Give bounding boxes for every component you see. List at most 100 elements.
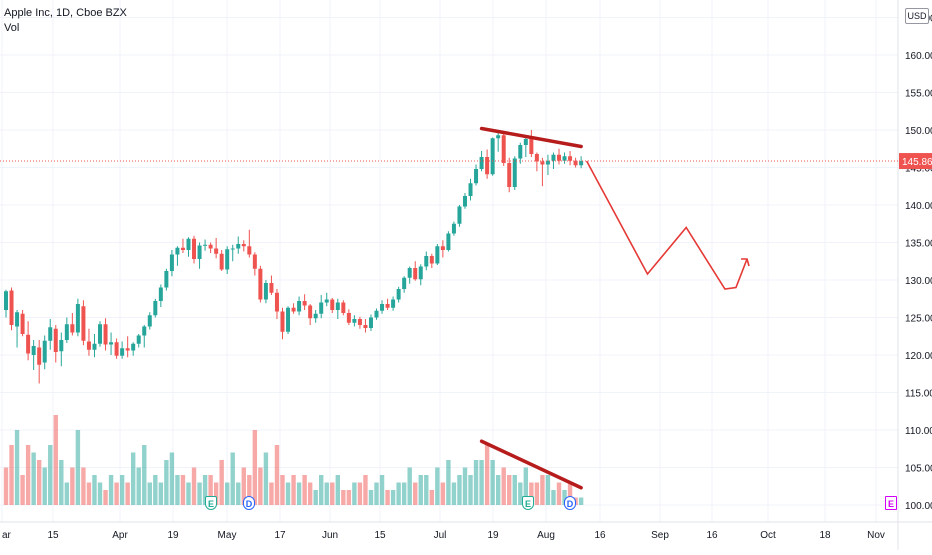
- dividend-marker-august[interactable]: D: [564, 496, 576, 510]
- volume-bar: [507, 475, 512, 505]
- dividend-marker-may[interactable]: D: [243, 496, 255, 510]
- time-tick-label: Jul: [434, 530, 447, 541]
- candle-body: [429, 256, 434, 264]
- candle-body: [280, 311, 285, 332]
- candle-body: [440, 246, 445, 250]
- time-tick-label: 16: [594, 530, 606, 541]
- candle-body: [573, 160, 578, 166]
- candle-body: [175, 247, 180, 255]
- time-tick-label: Aug: [537, 530, 555, 541]
- candle-body: [241, 244, 246, 247]
- time-tick-label: Nov: [867, 530, 885, 541]
- earnings-marker-future[interactable]: E: [885, 496, 897, 510]
- earnings-marker-july[interactable]: E: [522, 496, 534, 510]
- candle-body: [319, 302, 324, 314]
- candle-body: [274, 292, 279, 312]
- grid-lines: [0, 0, 898, 522]
- currency-button[interactable]: USD: [905, 8, 929, 24]
- volume-bar: [296, 482, 302, 505]
- volume-bar: [413, 482, 418, 505]
- volume-bar: [25, 445, 31, 505]
- volume-bar: [551, 490, 556, 505]
- volume-bar: [230, 452, 235, 505]
- candle-body: [48, 327, 53, 341]
- volume-bar: [3, 467, 9, 505]
- volume-bar: [241, 467, 246, 505]
- volume-bar: [92, 475, 97, 505]
- candle-body: [192, 238, 197, 259]
- symbol-title[interactable]: Apple Inc, 1D, Cboe BZX: [4, 7, 127, 19]
- time-tick-label: Jun: [322, 530, 338, 541]
- candle-body: [26, 334, 31, 354]
- volume-bar: [202, 475, 208, 505]
- volume-bar: [274, 445, 280, 505]
- candle-body: [142, 326, 147, 336]
- volume-bar: [307, 482, 313, 505]
- candle-body: [230, 248, 235, 250]
- candle-body: [468, 183, 473, 196]
- price-tick-label: 120.00: [905, 351, 932, 362]
- resistance-trendline: [479, 126, 583, 149]
- candle-body: [446, 233, 451, 250]
- candle-body: [169, 254, 174, 271]
- candle-body: [501, 135, 506, 163]
- price-tick-label: 110.00: [905, 426, 932, 437]
- candle-body: [545, 160, 550, 165]
- time-tick-label: 18: [819, 530, 831, 541]
- candle-body: [302, 301, 307, 306]
- candle-body: [86, 341, 91, 350]
- candle-body: [402, 277, 407, 289]
- volume-bar: [523, 467, 529, 505]
- volume-bar: [302, 475, 307, 505]
- candle-body: [341, 302, 346, 313]
- volume-bar: [81, 467, 86, 505]
- candle-body: [42, 340, 47, 363]
- volume-bar: [197, 482, 202, 505]
- candle-body: [551, 154, 556, 161]
- earnings-marker-april[interactable]: E: [205, 496, 217, 510]
- volume-bar: [357, 482, 363, 505]
- time-tick-label: 17: [274, 530, 286, 541]
- price-tick-label: 155.00: [905, 89, 932, 100]
- current-price-label: 145.86: [902, 157, 932, 168]
- volume-bar: [31, 452, 36, 505]
- volume-bar: [368, 490, 374, 505]
- time-tick-label: May: [218, 530, 237, 541]
- candle-body: [474, 169, 479, 184]
- candle-body: [125, 348, 130, 351]
- volume-bar: [208, 475, 213, 505]
- volume-bar: [158, 482, 164, 505]
- candle-body: [75, 304, 80, 333]
- candle-body: [324, 299, 329, 303]
- candle-body: [391, 299, 396, 308]
- drawing-annotations[interactable]: [479, 126, 750, 490]
- current-price-tag: [899, 153, 932, 170]
- time-tick-label: 15: [374, 530, 386, 541]
- volume-bar: [9, 445, 14, 505]
- time-tick-label: Oct: [760, 530, 776, 541]
- volume-bar: [313, 490, 318, 505]
- candle-body: [59, 340, 64, 352]
- volume-indicator-label[interactable]: Vol: [4, 22, 20, 34]
- candle-body: [136, 335, 141, 344]
- price-tick-label: 160.00: [905, 51, 932, 62]
- volume-bar: [484, 445, 490, 505]
- volume-bar: [20, 475, 25, 505]
- volume-bar: [352, 482, 357, 505]
- volume-bar: [341, 490, 346, 505]
- volume-bar: [147, 482, 152, 505]
- volume-bar: [319, 475, 324, 505]
- price-tick-label: 135.00: [905, 239, 932, 250]
- volume-bar: [385, 490, 390, 505]
- candle-body: [225, 249, 230, 270]
- volume-bar: [540, 475, 545, 505]
- volume-bar: [379, 475, 385, 505]
- candlesticks: [4, 130, 584, 384]
- candle-body: [208, 244, 213, 249]
- candle-body: [131, 343, 136, 351]
- volume-bar: [59, 460, 64, 505]
- volume-bar: [401, 482, 407, 505]
- candle-body: [462, 196, 467, 207]
